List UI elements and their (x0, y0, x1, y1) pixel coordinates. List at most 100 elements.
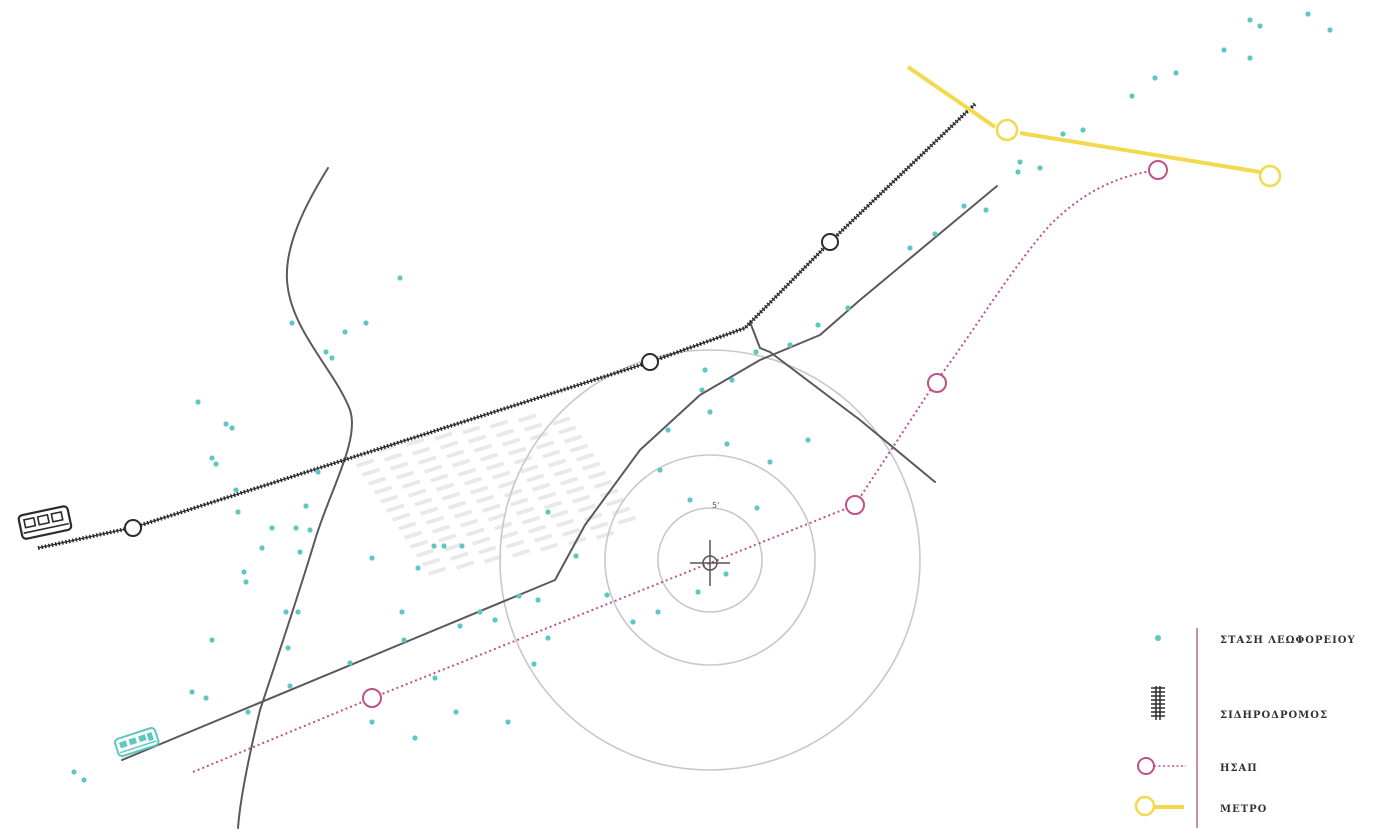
bus-stop-dot[interactable] (573, 553, 579, 559)
bus-stop-dot[interactable] (363, 320, 369, 326)
bus-stop-dot[interactable] (369, 719, 375, 725)
bus-stop-dot[interactable] (347, 660, 353, 666)
bus-stop-dot[interactable] (723, 571, 729, 577)
bus-stop-dot[interactable] (323, 349, 329, 355)
bus-stop-dot[interactable] (702, 367, 708, 373)
railway-station-center[interactable] (641, 353, 659, 371)
bus-stop-dot[interactable] (285, 645, 291, 651)
isap-station-1[interactable] (362, 688, 382, 708)
bus-stop-dot[interactable] (189, 689, 195, 695)
bus-stop-dot[interactable] (209, 637, 215, 643)
bus-stop-dot[interactable] (259, 545, 265, 551)
bus-stop-dot[interactable] (767, 459, 773, 465)
bus-stop-dot[interactable] (241, 569, 247, 575)
bus-stop-dot[interactable] (432, 675, 438, 681)
bus-stop-dot[interactable] (1060, 131, 1066, 137)
bus-stop-dot[interactable] (307, 527, 313, 533)
bus-stop-dot[interactable] (1305, 11, 1311, 17)
bus-stop-dot[interactable] (1129, 93, 1135, 99)
bus-stop-dot[interactable] (293, 525, 299, 531)
bus-stop-dot[interactable] (441, 543, 447, 549)
bus-stop-dot[interactable] (961, 203, 967, 209)
bus-stop-dot[interactable] (431, 543, 437, 549)
bus-stop-dot[interactable] (687, 497, 693, 503)
bus-stop-dot[interactable] (81, 777, 87, 783)
bus-stop-dot[interactable] (203, 695, 209, 701)
bus-stop-dot[interactable] (235, 509, 241, 515)
bus-stop-dot[interactable] (229, 425, 235, 431)
bus-stop-dot[interactable] (1152, 75, 1158, 81)
bus-stop-dot[interactable] (630, 619, 636, 625)
bus-stop-dot[interactable] (1257, 23, 1263, 29)
bus-stop-dot[interactable] (71, 769, 77, 775)
bus-stop-dot[interactable] (1327, 27, 1333, 33)
bus-stop-dot[interactable] (195, 399, 201, 405)
bus-stop-dot[interactable] (223, 421, 229, 427)
bus-stop-dot[interactable] (369, 555, 375, 561)
bus-stop-dot[interactable] (604, 592, 610, 598)
bus-stop-dot[interactable] (655, 609, 661, 615)
bus-stop-dot[interactable] (459, 543, 465, 549)
bus-stop-dot[interactable] (695, 589, 701, 595)
bus-stop-dot[interactable] (753, 349, 759, 355)
bus-stop-dot[interactable] (1015, 169, 1021, 175)
bus-stop-dot[interactable] (1221, 47, 1227, 53)
bus-stop-dot[interactable] (665, 427, 671, 433)
bus-stop-dot[interactable] (269, 525, 275, 531)
bus-stop-dot[interactable] (342, 329, 348, 335)
bus-stop-dot[interactable] (329, 355, 335, 361)
bus-stop-dot[interactable] (983, 207, 989, 213)
railway-station-west[interactable] (124, 519, 142, 537)
bus-stop-dot[interactable] (754, 505, 760, 511)
bus-stop-dot[interactable] (1017, 159, 1023, 165)
isap-station-4[interactable] (1148, 160, 1168, 180)
railway-station-north[interactable] (821, 233, 839, 251)
bus-stop-dot[interactable] (1080, 127, 1086, 133)
bus-stop-dot[interactable] (729, 377, 735, 383)
bus-stop-dot[interactable] (724, 441, 730, 447)
bus-stop-dot[interactable] (845, 305, 851, 311)
bus-stop-dot[interactable] (295, 609, 301, 615)
bus-stop-dot[interactable] (233, 487, 239, 493)
bus-stop-dot[interactable] (1247, 17, 1253, 23)
bus-stop-dot[interactable] (287, 683, 293, 689)
bus-stop-dot[interactable] (245, 709, 251, 715)
bus-stop-dot[interactable] (505, 719, 511, 725)
bus-stop-dot[interactable] (289, 320, 295, 326)
bus-stop-dot[interactable] (399, 609, 405, 615)
bus-stop-dot[interactable] (787, 342, 793, 348)
bus-stop-dot[interactable] (297, 549, 303, 555)
bus-stop-dot[interactable] (412, 735, 418, 741)
bus-stop-dot[interactable] (531, 661, 537, 667)
bus-stop-dot[interactable] (699, 387, 705, 393)
bus-stop-dot[interactable] (932, 231, 938, 237)
bus-stop-dot[interactable] (457, 623, 463, 629)
bus-stop-dot[interactable] (213, 461, 219, 467)
isap-station-2[interactable] (845, 495, 865, 515)
bus-stop-dot[interactable] (1173, 70, 1179, 76)
metro-station-east[interactable] (1258, 164, 1282, 188)
bus-stop-dot[interactable] (209, 455, 215, 461)
bus-stop-dot[interactable] (315, 469, 321, 475)
bus-stop-dot[interactable] (707, 409, 713, 415)
bus-stop-dot[interactable] (516, 593, 522, 599)
bus-stop-dot[interactable] (397, 275, 403, 281)
bus-stop-dot[interactable] (1037, 165, 1043, 171)
bus-stop-dot[interactable] (415, 565, 421, 571)
isap-station-3[interactable] (927, 373, 947, 393)
bus-stop-dot[interactable] (243, 579, 249, 585)
bus-stop-dot[interactable] (805, 437, 811, 443)
bus-stop-dot[interactable] (283, 609, 289, 615)
bus-stop-dot[interactable] (545, 635, 551, 641)
bus-stop-dot[interactable] (477, 609, 483, 615)
bus-stop-dot[interactable] (401, 637, 407, 643)
bus-stop-dot[interactable] (657, 467, 663, 473)
bus-stop-dot[interactable] (303, 503, 309, 509)
bus-stop-dot[interactable] (545, 509, 551, 515)
bus-stop-dot[interactable] (907, 245, 913, 251)
bus-stop-dot[interactable] (815, 322, 821, 328)
metro-station-west[interactable] (995, 118, 1019, 142)
bus-stop-dot[interactable] (1247, 55, 1253, 61)
bus-stop-dot[interactable] (535, 597, 541, 603)
bus-stop-dot[interactable] (492, 617, 498, 623)
